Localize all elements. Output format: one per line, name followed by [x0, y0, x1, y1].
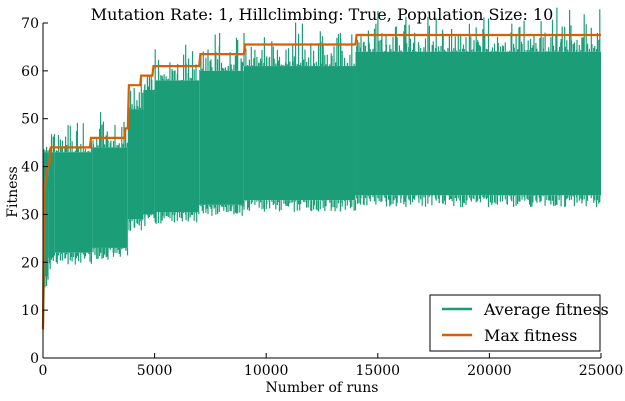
average-fitness-band-segment: [54, 152, 93, 253]
legend-label-average-fitness: Average fitness: [483, 300, 609, 319]
x-axis-ticks: 0 5000 10000 15000 20000 25000: [39, 353, 624, 379]
average-fitness-band-segment: [48, 152, 55, 258]
chart-title: Mutation Rate: 1, Hillclimbing: True, Po…: [91, 5, 554, 24]
y-tick-label: 50: [21, 112, 39, 128]
y-tick-label: 0: [30, 351, 39, 367]
x-axis-label: Number of runs: [266, 380, 379, 396]
average-fitness-band-segment: [143, 90, 155, 215]
average-fitness-band-segment: [243, 66, 356, 201]
legend: Average fitness Max fitness: [429, 294, 609, 352]
y-tick-label: 40: [21, 160, 39, 176]
y-tick-label: 70: [21, 16, 39, 32]
average-fitness-band-segment: [199, 70, 244, 205]
legend-box: [429, 294, 601, 352]
x-tick-label: 0: [39, 363, 48, 379]
x-tick-label: 15000: [356, 363, 401, 379]
average-fitness-band-segment: [92, 147, 128, 248]
average-fitness-spikes: [43, 7, 601, 288]
series-max-fitness: [41, 33, 601, 330]
y-axis-label: Fitness: [5, 166, 21, 218]
y-tick-label: 60: [21, 64, 39, 80]
y-axis-ticks: 0 10 20 30 40 50 60 70: [21, 16, 48, 367]
average-fitness-band-segment: [127, 109, 144, 220]
x-tick-label: 25000: [579, 363, 624, 379]
y-tick-label: 10: [21, 303, 39, 319]
x-tick-label: 5000: [137, 363, 173, 379]
series-average-fitness: [42, 7, 601, 330]
x-tick-label: 20000: [467, 363, 512, 379]
average-fitness-band-segment: [355, 51, 601, 196]
y-tick-label: 30: [21, 207, 39, 223]
average-fitness-band-segment: [154, 80, 200, 213]
legend-label-max-fitness: Max fitness: [484, 326, 577, 345]
x-tick-label: 10000: [244, 363, 289, 379]
plot-area: [41, 7, 601, 330]
y-tick-label: 20: [21, 255, 39, 271]
